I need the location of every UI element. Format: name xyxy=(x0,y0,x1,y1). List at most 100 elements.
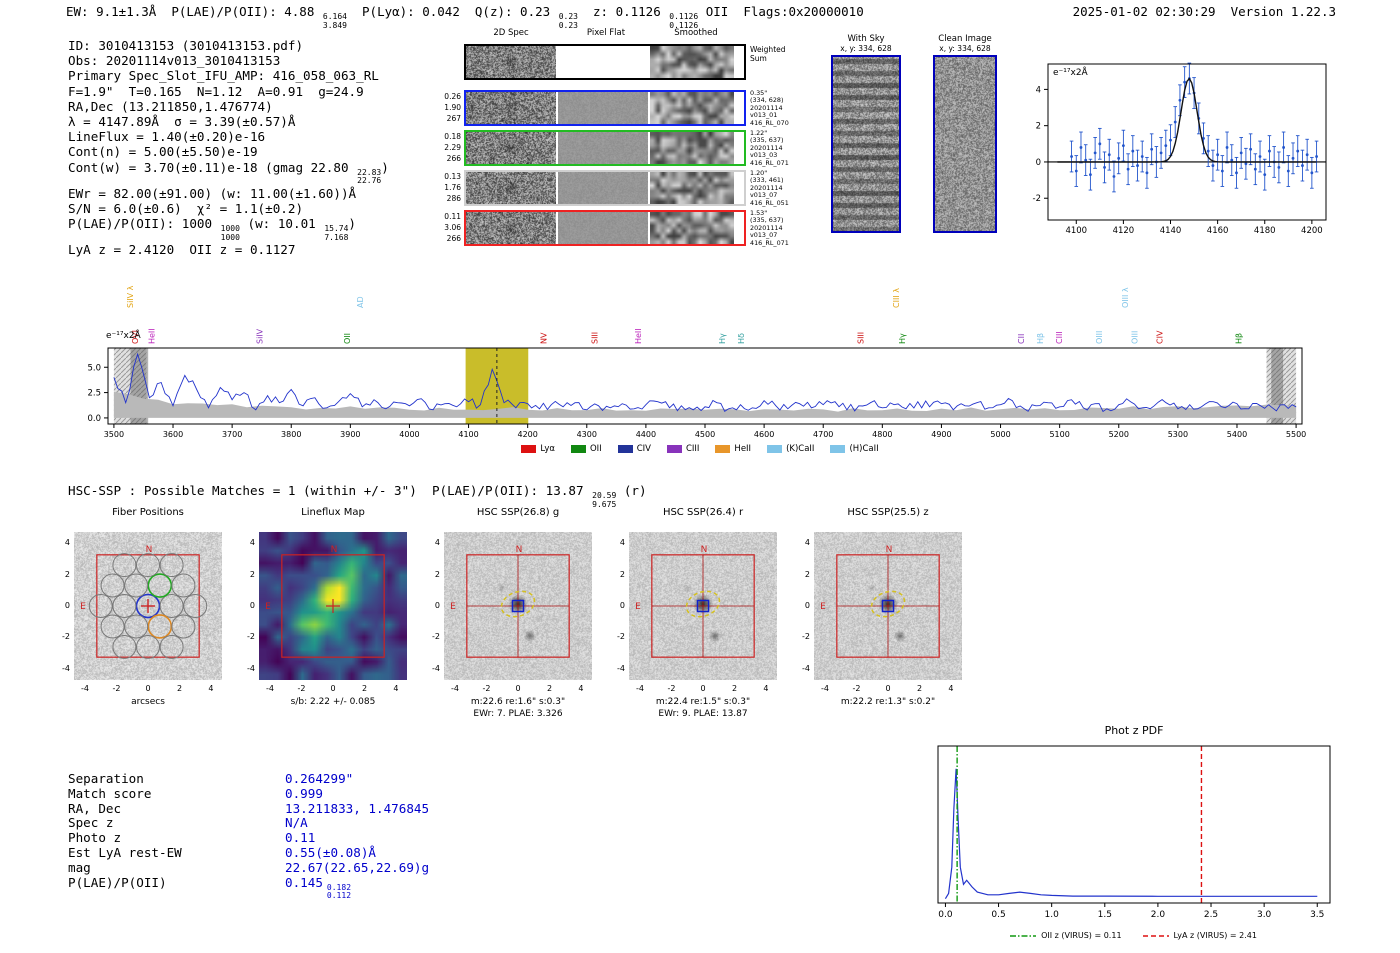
fiber-circle xyxy=(100,614,125,639)
legend-item: HeII xyxy=(715,444,751,454)
cutout-overlay: NE xyxy=(450,545,570,658)
legend-label: (K)CaII xyxy=(786,444,815,454)
match-row: Est LyA rest-EW 0.55(±0.08)Å xyxy=(68,845,429,861)
x-tick-label: -4 xyxy=(81,684,89,693)
y-tick-label: -2 xyxy=(617,632,625,642)
spectrum-legend: Lyα OII CIV CIII HeII (K)CaII (H)CaII xyxy=(100,444,1300,454)
spectral-line-label: Hβ xyxy=(1235,333,1244,344)
y-tick-label: -2 xyxy=(62,632,70,642)
spectral-line-label: OVI xyxy=(131,330,140,344)
match-value: N/A xyxy=(285,815,308,831)
y-tick-label: 2 xyxy=(434,569,440,579)
clean-image-title: Clean Image xyxy=(938,34,992,44)
fiber-circle xyxy=(171,573,196,598)
spectral-line-label: Hγ xyxy=(718,333,727,344)
x-tick-label: 0 xyxy=(700,684,706,693)
pixel-flat-image xyxy=(558,212,648,244)
fiber-circle xyxy=(112,594,137,618)
svg-text:3.0: 3.0 xyxy=(1257,910,1272,920)
spectral-line-label: AD xyxy=(356,296,365,308)
cutout-overlay: NE xyxy=(80,545,208,659)
fiber-circle xyxy=(147,573,173,598)
spec2d-row xyxy=(464,90,746,126)
fiber-circle xyxy=(136,553,160,578)
svg-text:5500: 5500 xyxy=(1286,430,1306,439)
spectral-line-label: SIII xyxy=(856,332,865,344)
x-tick-label: 4 xyxy=(948,684,954,693)
pixel-flat-image xyxy=(558,132,648,164)
match-key: mag xyxy=(68,859,91,875)
spec2d-row xyxy=(464,130,746,166)
smoothed-image xyxy=(650,46,734,78)
y-tick-label: 4 xyxy=(619,538,625,548)
svg-text:5400: 5400 xyxy=(1227,430,1247,439)
with-sky-coords: x, y: 334, 628 xyxy=(840,44,892,53)
centroid-box xyxy=(511,599,525,613)
match-row: Spec z N/A xyxy=(68,815,429,831)
spec2d-col-header: Smoothed xyxy=(674,28,718,38)
match-table: Separation 0.264299" Match score 0.999 RA, D… xyxy=(68,771,429,901)
fiber-circle xyxy=(159,634,184,659)
header-datetime: 2025-01-02 02:30:29 Version 1.22.3 xyxy=(1072,4,1336,19)
match-key: P(LAE)/P(OII) xyxy=(68,874,167,890)
zoom-spectrum-chart: 4100 4120 4140 4160 4180 4200 -2 0 2 4 e⁻¹⁷x2Å xyxy=(1004,52,1344,242)
svg-text:3500: 3500 xyxy=(104,430,124,439)
spectral-line-label: SiIV λ xyxy=(126,285,135,308)
cutout-overlay: NE xyxy=(635,545,755,658)
spectral-line-label: OII xyxy=(343,333,352,344)
svg-text:4800: 4800 xyxy=(872,430,892,439)
svg-text:5000: 5000 xyxy=(990,430,1010,439)
full-spectrum-svg: 3500 3600 3700 3800 3900 4000 4100 4200 4300 4400… xyxy=(87,285,1306,439)
cutout-xlabel: m:22.6 re:1.6" s:0.3" xyxy=(470,697,566,707)
spec2d-row-stats: 0.13 1.76 286 xyxy=(444,172,461,203)
spec2d-row xyxy=(464,210,746,246)
y-tick-label: -2 xyxy=(802,632,810,642)
x-tick-label: 2 xyxy=(731,684,738,693)
legend-swatch xyxy=(666,445,682,453)
compass-east-label: E xyxy=(820,602,826,612)
info-line: Cont(w) = 3.70(±0.11)e-18 (gmag 22.80 22… xyxy=(68,159,389,186)
match-key: Photo z xyxy=(68,830,122,846)
x-tick-label: -4 xyxy=(636,684,644,693)
y-tick-label: -2 xyxy=(247,632,255,642)
photz-legend-label: OII z (VIRUS) = 0.11 xyxy=(1041,931,1122,940)
with-sky-panel: With Sky x, y: 334, 628 xyxy=(820,34,912,233)
zoom-spectrum-svg: 4100 4120 4140 4160 4180 4200 -2 0 2 4 e⁻¹⁷x2Å xyxy=(1033,62,1327,236)
smoothed-image xyxy=(650,212,734,244)
svg-text:4180: 4180 xyxy=(1254,226,1276,236)
info-line: EWr = 82.00(±91.00) (w: 11.00(±1.60))Å xyxy=(68,185,357,201)
info-line: Obs: 20201114v013_3010413153 xyxy=(68,53,281,69)
cutout-xlabel: m:22.4 re:1.5" s:0.3" xyxy=(655,697,751,707)
spectral-line-label: Hγ xyxy=(898,333,907,344)
legend-label: OII xyxy=(589,444,602,454)
match-key: Separation xyxy=(68,771,144,786)
x-tick-label: 2 xyxy=(546,684,553,693)
match-value: 0.145 xyxy=(285,874,323,890)
extent-box xyxy=(96,554,200,658)
svg-text:4: 4 xyxy=(1036,85,1041,95)
x-tick-label: -2 xyxy=(482,684,491,693)
spectral-line-label: CII xyxy=(1017,334,1026,344)
extent-box xyxy=(836,554,940,658)
x-tick-label: 2 xyxy=(361,684,368,693)
centroid-box xyxy=(881,599,895,613)
match-value: 0.264299" xyxy=(285,771,354,786)
spectral-line-label: CIV xyxy=(1156,330,1165,344)
legend-item: CIII xyxy=(666,444,699,454)
cutout-panel-5: HSC SSP(25.5) z N E -4 -4 -2 -2 0 0 2 2 4 4 m:22.2 re… xyxy=(780,505,978,725)
svg-text:2: 2 xyxy=(1036,122,1041,132)
svg-text:3800: 3800 xyxy=(281,430,301,439)
y-tick-label: -4 xyxy=(62,663,70,673)
match-key: Match score xyxy=(68,785,152,801)
fiber-circle xyxy=(112,634,137,659)
fiber-circle xyxy=(100,573,125,598)
cutout-overlay: NE xyxy=(265,545,385,658)
compass-east-label: E xyxy=(265,602,271,612)
compass-north-label: N xyxy=(886,545,893,555)
legend-item: (H)CaII xyxy=(830,444,879,454)
header-summary: EW: 9.1±1.3Å P(LAE)/P(OII): 4.88 6.164 3.… xyxy=(66,4,864,30)
legend-swatch xyxy=(617,445,633,453)
hsc-match-header: HSC-SSP : Possible Matches = 1 (within +… xyxy=(68,483,647,509)
svg-text:3700: 3700 xyxy=(222,430,242,439)
match-key: Spec z xyxy=(68,815,114,831)
